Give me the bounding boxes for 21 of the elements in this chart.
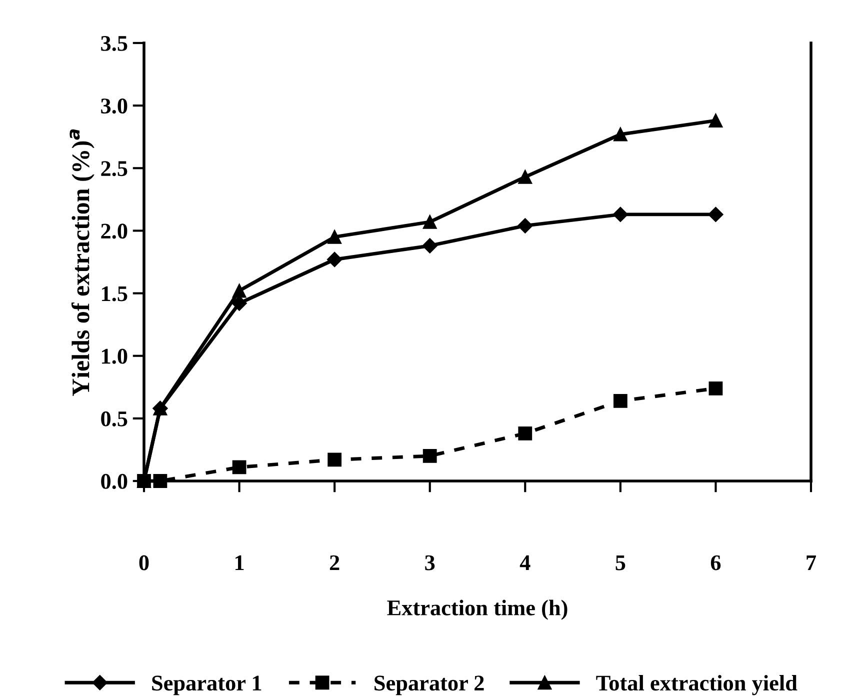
y-axis-title: Yields of extraction (%)$^{a}$ (70, 129, 94, 396)
x-axis-title: Extraction time (h) (387, 600, 568, 620)
x-tick-label: 7 (806, 555, 816, 570)
x-tick-label: 6 (710, 555, 721, 570)
y-tick-label: 2.0 (101, 224, 128, 239)
x-tick-label: 2 (330, 555, 340, 570)
legend-label: Separator 2 (374, 676, 484, 696)
y-tick-label: 3.5 (101, 36, 128, 52)
x-tick-label: 1 (236, 555, 244, 570)
y-tick-label: 2.5 (101, 161, 128, 176)
legend-label: Total extraction yield (596, 674, 798, 696)
y-tick-label: 0.5 (101, 411, 128, 426)
y-tick-label: 1.0 (102, 348, 128, 364)
x-tick-label: 3 (425, 555, 435, 570)
x-tick-label: 5 (616, 555, 626, 570)
x-tick-label: 4 (520, 555, 530, 570)
y-tick-label: 1.5 (102, 286, 128, 302)
legend-label: Separator 1 (152, 676, 262, 696)
x-tick-label: 0 (139, 555, 149, 570)
y-tick-label: 3.0 (101, 98, 128, 114)
y-tick-label: 0.0 (101, 474, 128, 490)
